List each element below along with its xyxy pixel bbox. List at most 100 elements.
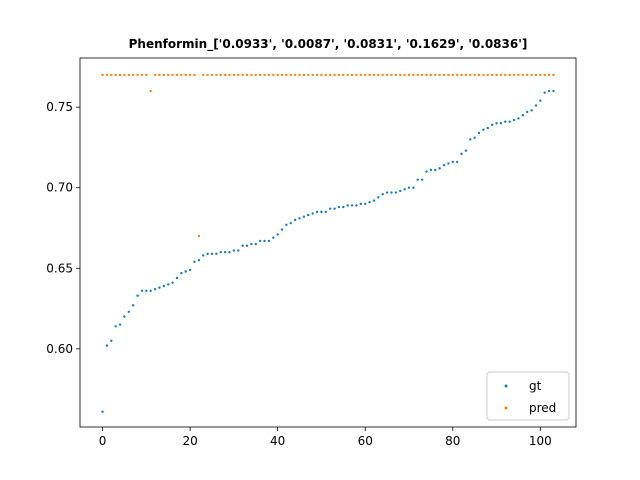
gt-point	[385, 191, 389, 194]
gt-point	[486, 126, 489, 130]
pred-point	[105, 73, 109, 77]
legend-marker-pred	[504, 406, 508, 410]
gt-point	[394, 191, 398, 194]
pred-point	[547, 73, 551, 77]
pred-point	[320, 73, 323, 77]
gt-point	[547, 89, 551, 93]
pred-point	[223, 73, 227, 77]
gt-point	[188, 268, 192, 272]
pred-point	[482, 73, 485, 77]
gt-point	[416, 178, 419, 181]
legend-label-pred: pred	[529, 401, 556, 415]
gt-point	[289, 221, 292, 225]
gt-point	[512, 118, 516, 122]
pred-point	[539, 73, 542, 77]
gt-point	[149, 289, 152, 293]
gt-point	[241, 244, 244, 247]
pred-point	[477, 73, 481, 77]
gt-point	[482, 128, 485, 131]
gt-point	[525, 110, 529, 114]
pred-point	[210, 73, 214, 77]
pred-point	[447, 73, 450, 77]
gt-point	[267, 239, 271, 243]
x-tick-label: 0	[99, 434, 107, 448]
pred-point	[512, 73, 516, 77]
gt-point	[127, 310, 131, 313]
pred-point	[171, 73, 174, 77]
pred-point	[552, 73, 555, 77]
gt-point	[145, 289, 148, 293]
pred-point	[455, 73, 459, 77]
gt-point	[215, 252, 218, 255]
pred-point	[412, 73, 415, 77]
pred-point	[486, 73, 489, 77]
pred-point	[241, 73, 244, 77]
pred-point	[215, 73, 218, 77]
gt-point	[377, 196, 380, 199]
pred-point	[333, 73, 336, 77]
gt-point	[280, 228, 284, 231]
pred-point	[530, 73, 533, 77]
pred-point	[521, 73, 525, 77]
legend: gt pred	[486, 371, 570, 421]
gt-point	[171, 281, 174, 284]
pred-point	[490, 73, 494, 77]
pred-point	[460, 73, 463, 77]
gt-point	[539, 99, 542, 102]
legend-label-gt: gt	[529, 379, 542, 393]
gt-point	[210, 252, 214, 255]
pred-point	[158, 73, 161, 77]
pred-point	[469, 73, 472, 77]
gt-point	[495, 122, 498, 125]
gt-point	[372, 199, 376, 202]
gt-point	[381, 192, 384, 196]
pred-point	[337, 73, 341, 77]
pred-point	[276, 73, 279, 77]
gt-point	[175, 276, 179, 280]
pred-point	[175, 73, 179, 77]
pred-point	[434, 73, 437, 77]
gt-point	[499, 122, 503, 125]
gt-point	[469, 138, 472, 141]
pred-point	[219, 73, 222, 77]
gt-point	[460, 152, 463, 156]
gt-point	[206, 252, 209, 255]
x-tick-label: 20	[182, 434, 197, 448]
pred-point	[258, 73, 262, 77]
pred-point	[399, 73, 402, 77]
gt-point	[193, 260, 196, 264]
axes-frame	[79, 57, 577, 428]
gt-point	[118, 323, 122, 326]
pred-point	[263, 73, 266, 77]
pred-point	[162, 73, 166, 77]
gt-point	[333, 207, 336, 210]
gt-point	[307, 213, 310, 217]
y-tick-label: 0.60	[46, 342, 73, 356]
pred-point	[267, 73, 271, 77]
pred-point	[342, 73, 345, 77]
gt-point	[245, 244, 249, 247]
chart-title: Phenformin_['0.0933', '0.0087', '0.0831'…	[129, 37, 528, 52]
x-tick-label: 60	[358, 434, 373, 448]
gt-point	[346, 204, 349, 207]
pred-point	[302, 73, 306, 77]
gt-point	[285, 223, 288, 226]
gt-point	[223, 250, 227, 254]
gt-point	[272, 236, 275, 239]
gt-point	[153, 288, 157, 291]
gt-point	[508, 120, 511, 123]
gt-point	[136, 294, 139, 297]
x-tick-label: 80	[445, 434, 460, 448]
gt-point	[429, 168, 433, 172]
pred-point	[328, 73, 332, 77]
gt-point	[534, 104, 538, 107]
gt-point	[521, 114, 525, 117]
gt-point	[315, 210, 319, 214]
gt-point	[464, 149, 468, 152]
gt-point	[420, 178, 424, 181]
gt-point	[434, 168, 437, 172]
y-tick-label: 0.70	[46, 181, 73, 195]
gt-point	[473, 136, 476, 139]
gt-point	[490, 123, 494, 127]
gt-point	[447, 162, 450, 165]
